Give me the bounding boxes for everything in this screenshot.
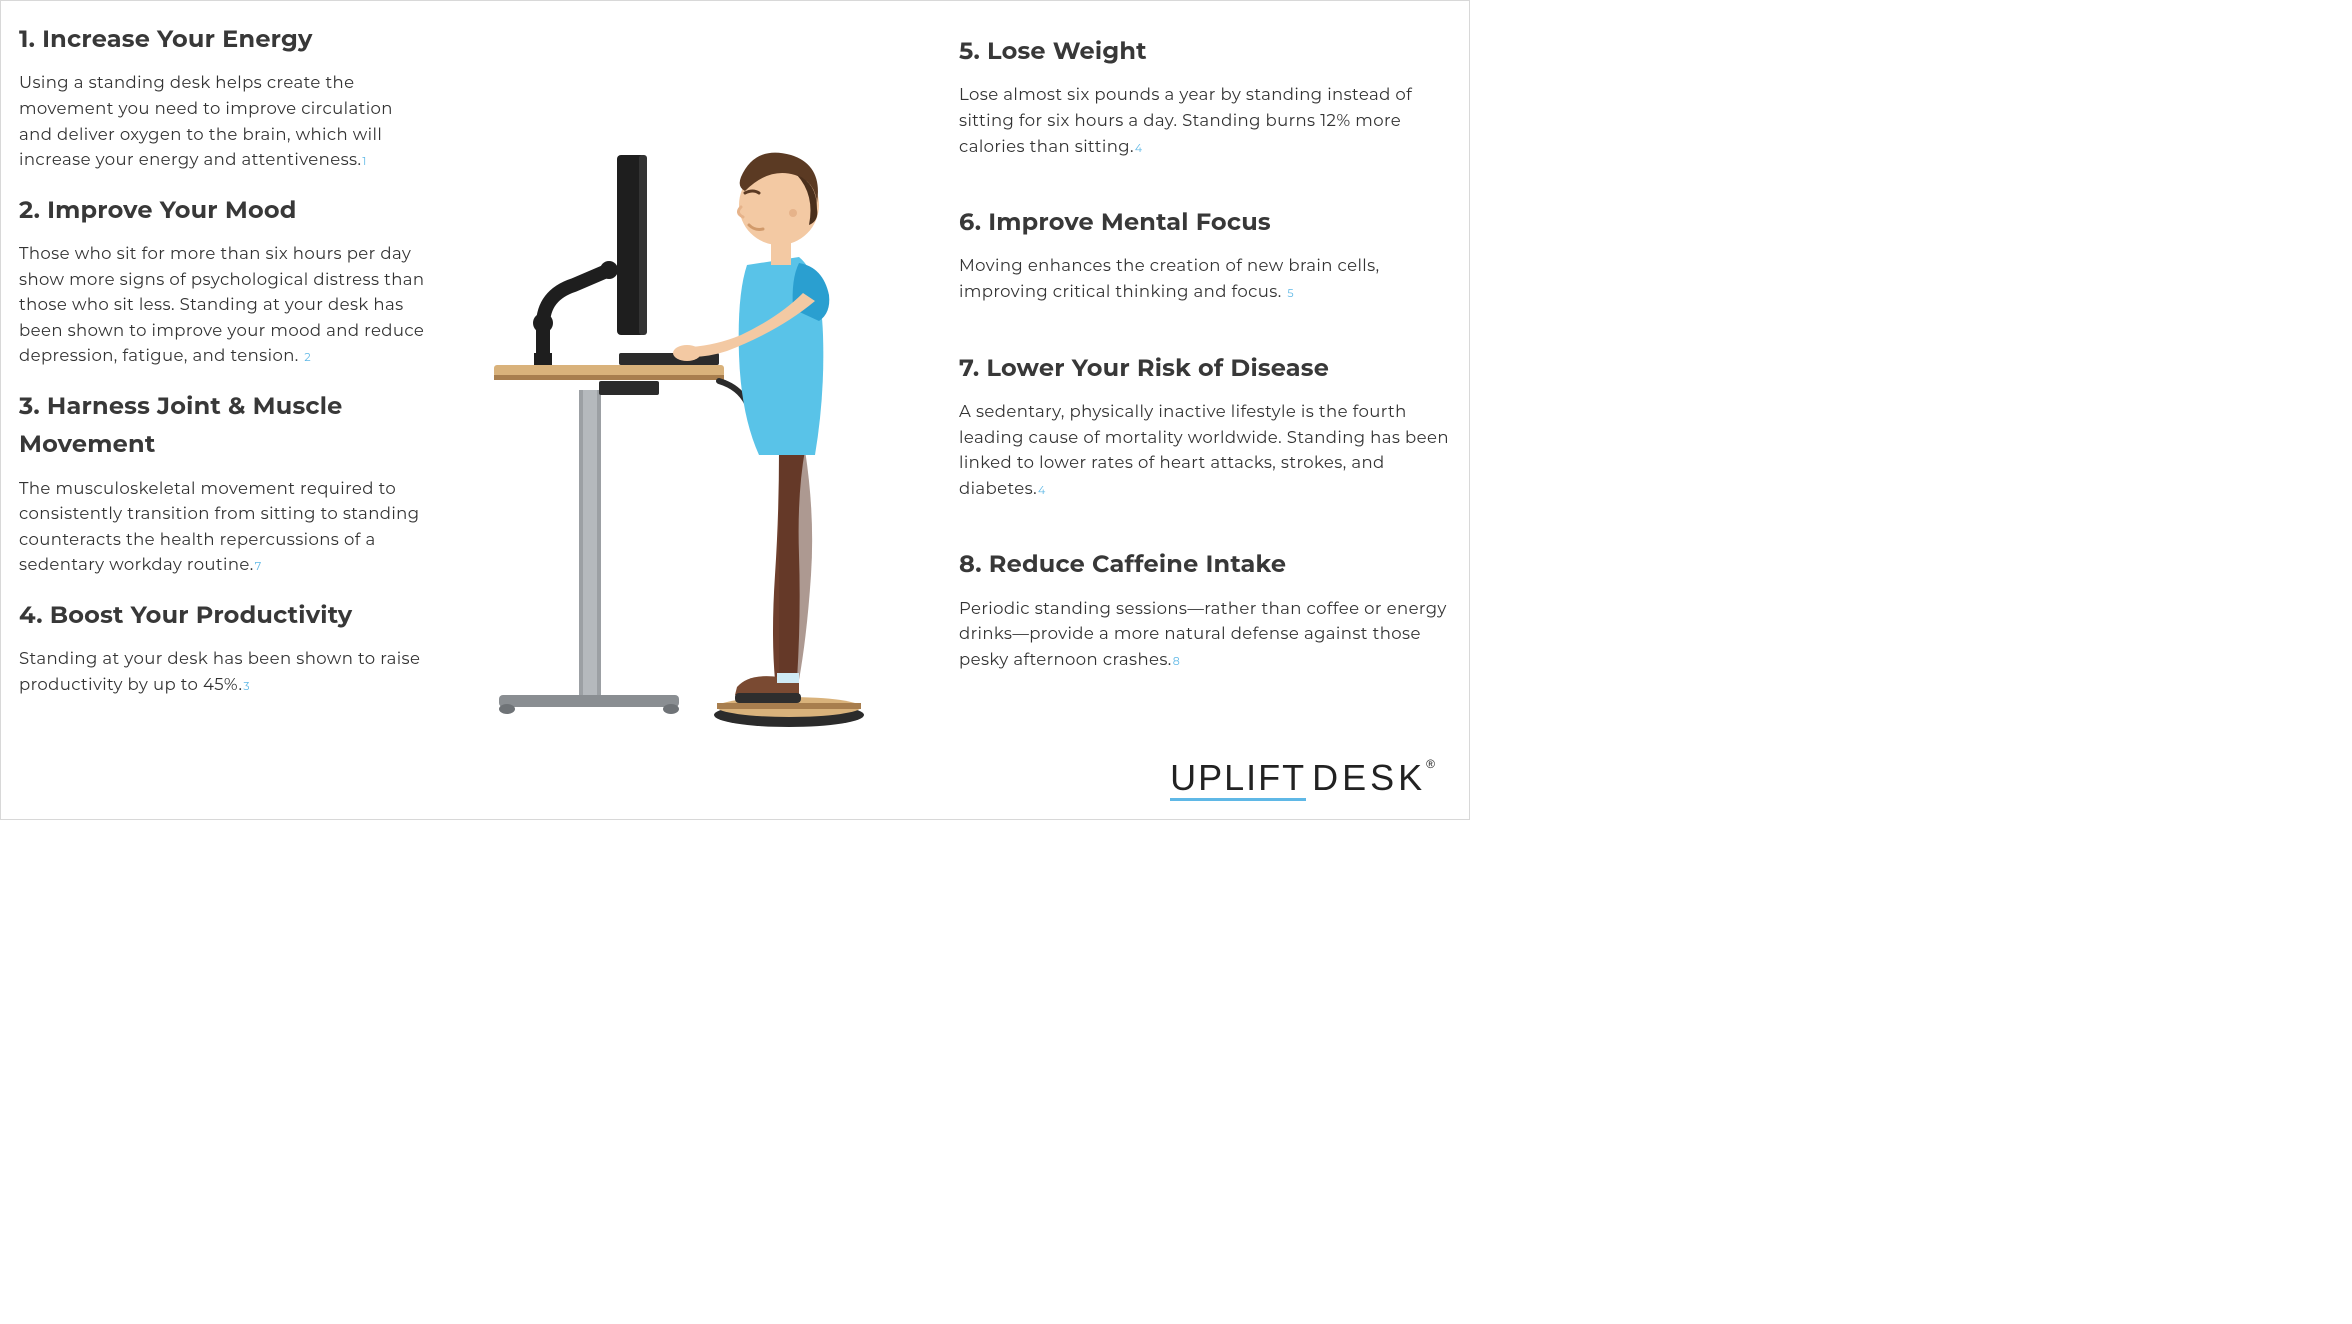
benefit-5-body: Lose almost six pounds a year by standin… — [959, 83, 1449, 160]
benefit-8-ref: 8 — [1173, 654, 1180, 668]
benefit-1-ref: 1 — [362, 154, 366, 168]
benefit-5-title: 5. Lose Weight — [959, 33, 1449, 71]
benefit-2-text: Those who sit for more than six hours pe… — [19, 244, 425, 366]
benefit-5: 5. Lose Weight Lose almost six pounds a … — [959, 33, 1449, 178]
benefit-4-title: 4. Boost Your Productivity — [19, 597, 429, 635]
benefit-2-title: 2. Improve Your Mood — [19, 192, 429, 230]
benefit-1-title: 1. Increase Your Energy — [19, 21, 429, 59]
benefit-7-title: 7. Lower Your Risk of Disease — [959, 350, 1449, 388]
benefit-1-text: Using a standing desk helps create the m… — [19, 73, 393, 170]
benefit-6-body: Moving enhances the creation of new brai… — [959, 254, 1449, 305]
logo-part2: DESK® — [1312, 757, 1439, 799]
infographic-page: 1. Increase Your Energy Using a standing… — [0, 0, 1470, 820]
benefit-7-body: A sedentary, physically inactive lifesty… — [959, 400, 1449, 502]
benefit-6-ref: 5 — [1287, 286, 1294, 300]
brand-logo: UPLIFT DESK® — [1170, 757, 1439, 799]
logo-part2-text: DESK — [1312, 757, 1426, 798]
benefit-5-ref: 4 — [1135, 141, 1143, 155]
benefit-3-body: The musculoskeletal movement required to… — [19, 477, 429, 579]
benefit-7-text: A sedentary, physically inactive lifesty… — [959, 402, 1449, 499]
benefit-3-ref: 7 — [255, 559, 262, 573]
benefit-6-title: 6. Improve Mental Focus — [959, 204, 1449, 242]
benefit-4-ref: 3 — [243, 679, 250, 693]
benefit-1: 1. Increase Your Energy Using a standing… — [19, 21, 429, 192]
benefit-8-text: Periodic standing sessions—rather than c… — [959, 599, 1447, 670]
benefit-6-text: Moving enhances the creation of new brai… — [959, 256, 1379, 302]
benefit-3-text: The musculoskeletal movement required to… — [19, 479, 419, 576]
benefit-4: 4. Boost Your Productivity Standing at y… — [19, 597, 429, 717]
benefit-8-title: 8. Reduce Caffeine Intake — [959, 546, 1449, 584]
standing-desk-illustration-icon — [479, 95, 909, 735]
benefit-3-title: 3. Harness Joint & Muscle Movement — [19, 388, 429, 465]
benefit-2-ref: 2 — [304, 350, 311, 364]
center-illustration — [439, 21, 949, 809]
benefit-2-body: Those who sit for more than six hours pe… — [19, 242, 429, 370]
logo-registered: ® — [1426, 757, 1439, 771]
benefit-8: 8. Reduce Caffeine Intake Periodic stand… — [959, 546, 1449, 691]
benefit-5-text: Lose almost six pounds a year by standin… — [959, 85, 1412, 156]
right-column: 5. Lose Weight Lose almost six pounds a … — [949, 21, 1449, 809]
benefit-4-body: Standing at your desk has been shown to … — [19, 647, 429, 698]
benefit-6: 6. Improve Mental Focus Moving enhances … — [959, 204, 1449, 324]
benefit-2: 2. Improve Your Mood Those who sit for m… — [19, 192, 429, 388]
benefit-1-body: Using a standing desk helps create the m… — [19, 71, 429, 173]
logo-part1: UPLIFT — [1170, 757, 1306, 799]
benefit-3: 3. Harness Joint & Muscle Movement The m… — [19, 388, 429, 597]
benefit-4-text: Standing at your desk has been shown to … — [19, 649, 420, 695]
benefit-8-body: Periodic standing sessions—rather than c… — [959, 597, 1449, 674]
benefit-7-ref: 4 — [1038, 483, 1046, 497]
uplift-desk-logo-icon: UPLIFT DESK® — [1170, 757, 1439, 799]
benefit-7: 7. Lower Your Risk of Disease A sedentar… — [959, 350, 1449, 521]
left-column: 1. Increase Your Energy Using a standing… — [19, 21, 439, 809]
